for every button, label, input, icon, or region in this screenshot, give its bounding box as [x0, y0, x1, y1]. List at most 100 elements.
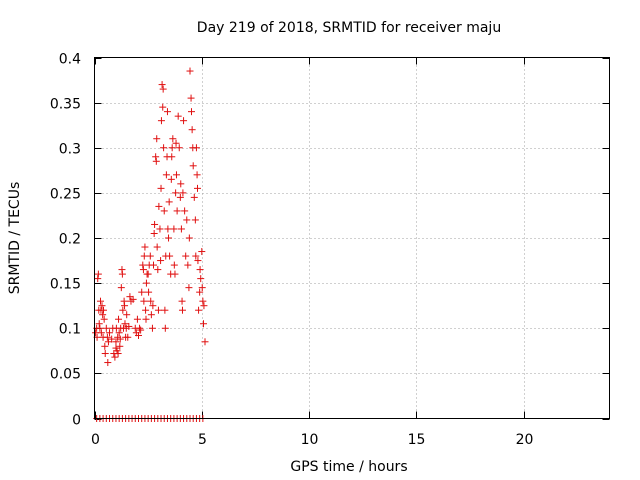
y-tick-labels: 0 0.05 0.1 0.15 0.2 0.25 0.3 0.35 0.4	[50, 52, 81, 429]
data-point	[101, 350, 109, 358]
data-point	[201, 338, 209, 346]
y-tick-label: 0.4	[59, 52, 81, 68]
data-point	[106, 329, 114, 337]
data-point	[192, 252, 200, 260]
y-tick-label: 0.15	[50, 277, 81, 293]
data-point	[136, 324, 144, 332]
data-point	[116, 342, 124, 350]
data-point	[165, 234, 173, 242]
data-point	[137, 326, 145, 334]
data-point	[133, 315, 141, 323]
data-point	[156, 225, 164, 233]
data-point	[194, 184, 201, 192]
data-point	[121, 302, 129, 310]
data-point	[172, 171, 180, 179]
y-tick-label: 0.35	[50, 97, 81, 113]
data-point	[150, 261, 158, 269]
data-point	[172, 139, 180, 147]
data-point	[145, 288, 153, 296]
data-point	[200, 302, 208, 310]
data-point	[159, 85, 167, 93]
data-point	[177, 180, 185, 188]
chart-title: Day 219 of 2018, SRMTID for receiver maj…	[197, 20, 501, 36]
data-point	[195, 306, 203, 314]
data-point	[114, 350, 122, 358]
data-point	[146, 252, 154, 260]
data-point	[188, 126, 196, 134]
data-point	[123, 311, 131, 319]
data-point	[154, 306, 162, 314]
data-point	[176, 193, 184, 201]
data-point	[125, 322, 133, 330]
data-point	[157, 117, 165, 125]
data-point	[182, 252, 190, 260]
data-point	[100, 306, 108, 314]
x-tick-label: 10	[301, 432, 319, 448]
data-point	[153, 135, 161, 143]
data-point	[160, 144, 168, 152]
data-point	[191, 216, 199, 224]
data-point	[121, 320, 129, 328]
data-point	[144, 270, 152, 278]
data-point	[98, 302, 106, 310]
data-point	[168, 153, 176, 161]
data-point	[147, 297, 155, 305]
data-point	[155, 202, 163, 210]
data-point	[162, 171, 170, 179]
data-point	[140, 252, 148, 260]
data-point	[157, 184, 165, 192]
y-tick-label: 0.2	[59, 232, 81, 248]
data-point	[134, 331, 142, 339]
data-point	[103, 333, 111, 341]
data-point	[173, 207, 181, 215]
data-point	[171, 270, 179, 278]
y-tick-label: 0.1	[59, 322, 81, 338]
data-point	[140, 297, 148, 305]
data-point	[94, 270, 102, 278]
data-point	[115, 315, 123, 323]
data-point	[199, 297, 207, 305]
data-point	[159, 103, 167, 111]
x-tick-labels: 0 5 10 15 20	[91, 432, 533, 448]
data-point	[161, 306, 169, 314]
data-point	[153, 243, 161, 251]
data-point	[184, 261, 192, 269]
data-point	[183, 216, 191, 224]
data-point	[138, 288, 146, 296]
data-point	[141, 243, 149, 251]
grid	[94, 57, 610, 419]
data-points	[92, 67, 209, 422]
data-point	[170, 225, 178, 233]
data-point	[168, 144, 176, 152]
data-point	[157, 257, 165, 265]
data-point	[97, 297, 105, 305]
data-point	[104, 359, 112, 367]
data-point	[177, 225, 185, 233]
data-point	[151, 220, 159, 228]
x-tick-label: 0	[91, 432, 100, 448]
data-point	[189, 162, 197, 170]
data-point	[185, 284, 193, 292]
data-point	[158, 81, 166, 89]
data-point	[129, 295, 137, 303]
data-point	[152, 157, 160, 165]
data-point	[170, 261, 178, 269]
data-point	[117, 284, 125, 292]
data-point	[194, 257, 202, 265]
data-point	[116, 335, 124, 343]
data-point	[196, 266, 204, 274]
data-point	[198, 248, 206, 256]
data-point	[192, 144, 200, 152]
data-point	[124, 333, 132, 341]
plot-frame	[94, 57, 610, 419]
data-point	[164, 225, 172, 233]
x-tick-label: 20	[516, 432, 534, 448]
data-point	[142, 279, 150, 287]
y-tick-label: 0.05	[50, 367, 81, 383]
data-point	[101, 342, 109, 350]
data-point	[100, 315, 108, 323]
data-point	[169, 135, 177, 143]
y-tick-label: 0.25	[50, 187, 81, 203]
x-tick-label: 15	[408, 432, 426, 448]
